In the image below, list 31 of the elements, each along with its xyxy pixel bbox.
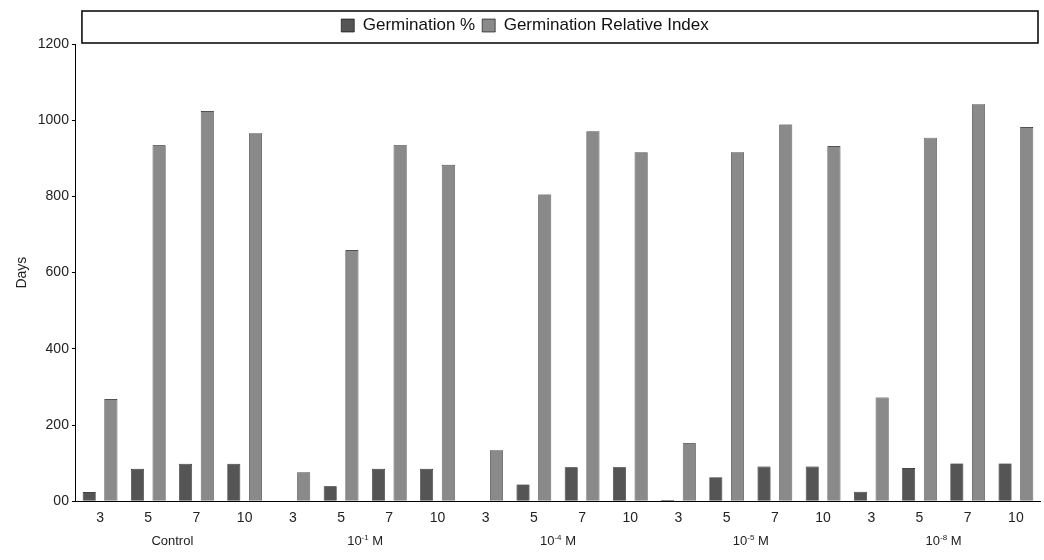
y-tick-label: 400 <box>45 339 70 356</box>
x-tick-label: 10 <box>622 509 639 526</box>
y-tick-label: 00 <box>53 492 70 509</box>
x-tick-label: 5 <box>722 509 731 526</box>
x-tick-label: 7 <box>770 509 779 526</box>
x-tick-label: 5 <box>915 509 924 526</box>
x-tick-label: 5 <box>529 509 538 526</box>
x-tick-label: 10 <box>429 509 446 526</box>
x-tick-label: 3 <box>96 509 105 526</box>
x-tick-label: 3 <box>867 509 876 526</box>
x-tick-label: 3 <box>288 509 297 526</box>
y-tick-label: 1000 <box>37 111 70 128</box>
x-tick-label: 7 <box>578 509 587 526</box>
x-tick-label: 7 <box>963 509 972 526</box>
x-tick-label: 5 <box>337 509 346 526</box>
x-tick-label: 10 <box>236 509 253 526</box>
y-tick-label: 1200 <box>37 34 70 51</box>
x-tick-label: 3 <box>674 509 683 526</box>
legend-label: Germination Relative Index <box>503 15 710 35</box>
y-tick-label: 600 <box>45 263 70 280</box>
y-tick-label: 200 <box>45 415 70 432</box>
y-tick-label: 800 <box>45 187 70 204</box>
legend-label: Germination % <box>362 15 476 35</box>
x-tick-label: 10 <box>815 509 832 526</box>
y-axis-title: Days <box>13 256 30 289</box>
x-tick-label: 10 <box>1008 509 1024 526</box>
x-tick-label: 5 <box>144 509 153 526</box>
x-tick-label: 7 <box>385 509 394 526</box>
text: Control <box>151 533 194 549</box>
x-tick-label: 7 <box>192 509 201 526</box>
x-tick-label: 3 <box>481 509 490 526</box>
